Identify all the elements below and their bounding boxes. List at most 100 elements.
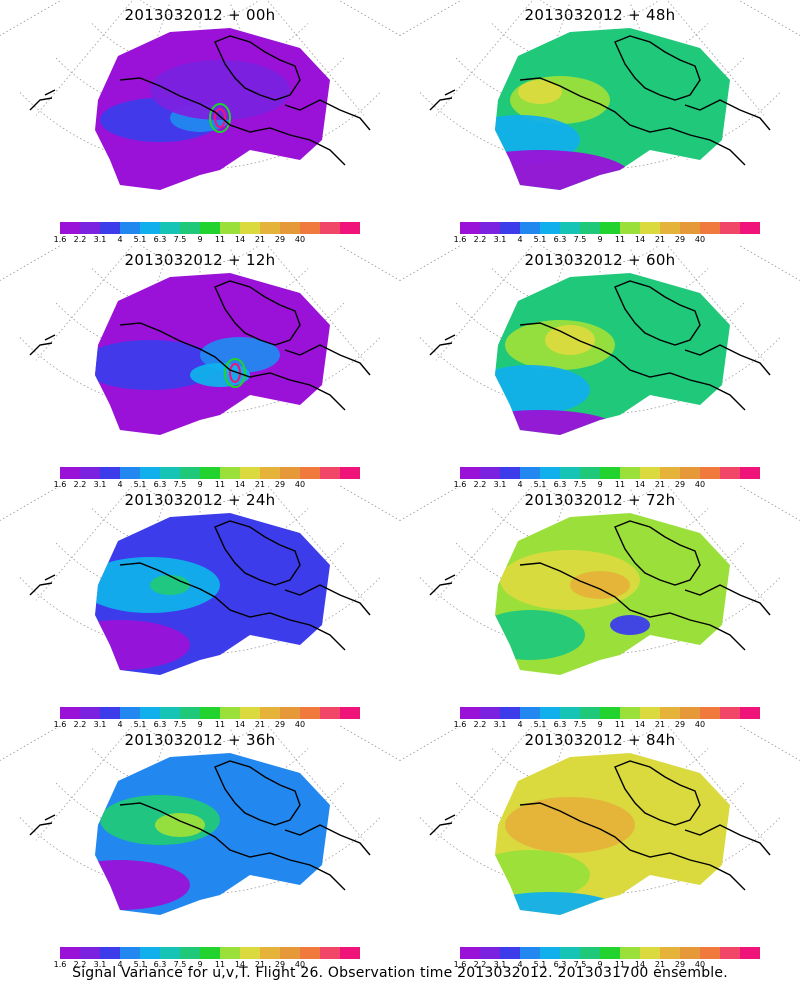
colorbar-swatch (520, 707, 540, 719)
colorbar-swatch (120, 707, 140, 719)
colorbar-tick-label: 11 (214, 235, 226, 244)
colorbar-swatch (220, 707, 240, 719)
colorbar-swatch (740, 707, 760, 719)
colorbar-swatch (240, 947, 260, 959)
forecast-panel: 2013032012 + 84h 1.6 2.2 3.1 4 5.1 6.3 7.5 9 11 14… (400, 725, 800, 969)
colorbar-tick-label: 1.6 (53, 235, 67, 244)
colorbar-swatch (260, 947, 280, 959)
colorbar-swatch (720, 222, 740, 234)
colorbar-tick-label: 21 (654, 960, 666, 969)
colorbar-tick-label: 4 (117, 235, 123, 244)
colorbar-swatch (200, 707, 220, 719)
colorbar-tick-label: 7.5 (173, 720, 187, 729)
colorbar-swatch (700, 222, 720, 234)
colorbar-swatch (320, 707, 340, 719)
colorbar-swatch (580, 707, 600, 719)
forecast-panel: 2013032012 + 24h 1.6 2.2 3.1 4 5.1 6.3 7.5 9 11 14… (0, 485, 400, 729)
colorbar-swatch (640, 947, 660, 959)
colorbar-swatch (620, 467, 640, 479)
colorbar-swatch (180, 707, 200, 719)
colorbar-labels: 1.6 2.2 3.1 4 5.1 6.3 7.5 9 11 14 21 29 40 (54, 235, 360, 245)
colorbar-tick-label: 14 (634, 235, 646, 244)
colorbar-swatch (580, 947, 600, 959)
colorbar-tick-label: 2.2 (473, 480, 487, 489)
colorbar-tick-label: 3.1 (493, 480, 507, 489)
colorbar (460, 222, 760, 234)
forecast-panel: 2013032012 + 72h 1.6 2.2 3.1 4 5.1 6.3 7.5 9 11 14… (400, 485, 800, 729)
colorbar-swatch (140, 947, 160, 959)
colorbar-swatch (620, 222, 640, 234)
colorbar-swatch (340, 222, 360, 234)
forecast-panel: 2013032012 + 48h 1.6 2.2 3.1 4 5.1 6.3 7.5 9 11 14… (400, 0, 800, 244)
colorbar-tick-label: 9 (197, 235, 203, 244)
colorbar-swatch (700, 467, 720, 479)
colorbar-swatch (280, 707, 300, 719)
colorbar-tick-label: 11 (614, 720, 626, 729)
colorbar-tick-label: 14 (234, 480, 246, 489)
colorbar-tick-label: 21 (254, 960, 266, 969)
colorbar-labels: 1.6 2.2 3.1 4 5.1 6.3 7.5 9 11 14 21 29 40 (454, 235, 760, 245)
colorbar-swatch (180, 947, 200, 959)
colorbar-tick-label: 5.1 (533, 960, 547, 969)
colorbar-tick-label: 11 (614, 480, 626, 489)
colorbar-tick-label: 6.3 (553, 720, 567, 729)
colorbar-swatch (160, 707, 180, 719)
colorbar-swatch (700, 707, 720, 719)
colorbar-swatch (160, 222, 180, 234)
colorbar-tick-label: 11 (614, 235, 626, 244)
colorbar-tick-label: 1.6 (453, 480, 467, 489)
colorbar-tick-label: 40 (694, 720, 706, 729)
variance-field (495, 753, 730, 915)
colorbar-swatch (100, 467, 120, 479)
colorbar (60, 222, 360, 234)
colorbar-swatch (620, 947, 640, 959)
coastlines (429, 35, 771, 166)
colorbar-swatch (540, 222, 560, 234)
colorbar-swatch (460, 707, 480, 719)
colorbar-tick-label: 29 (674, 235, 686, 244)
colorbar-swatch (680, 467, 700, 479)
colorbar-tick-label: 29 (274, 235, 286, 244)
colorbar-tick-label: 5.1 (133, 235, 147, 244)
colorbar-tick-label: 9 (597, 480, 603, 489)
colorbar-swatch (340, 467, 360, 479)
colorbar-swatch (320, 467, 340, 479)
colorbar-swatch (600, 222, 620, 234)
colorbar-tick-label: 40 (294, 720, 306, 729)
forecast-panel: 2013032012 + 12h 1.6 2.2 3.1 4 5.1 6.3 7.5 9 11 14… (0, 245, 400, 489)
polar-map (0, 485, 400, 675)
colorbar-tick-label: 3.1 (93, 235, 107, 244)
colorbar-swatch (100, 947, 120, 959)
colorbar-swatch (240, 467, 260, 479)
colorbar-swatch (500, 222, 520, 234)
colorbar-tick-label: 9 (197, 480, 203, 489)
colorbar-swatch (60, 707, 80, 719)
colorbar-tick-label: 29 (674, 960, 686, 969)
colorbar-tick-label: 40 (294, 235, 306, 244)
colorbar-tick-label: 1.6 (453, 960, 467, 969)
forecast-panel: 2013032012 + 00h 1.6 2.2 3.1 4 5.1 6.3 7.5 9 11 14… (0, 0, 400, 244)
colorbar-tick-label: 9 (597, 720, 603, 729)
colorbar-tick-label: 2.2 (473, 720, 487, 729)
colorbar-tick-label: 1.6 (53, 720, 67, 729)
colorbar-tick-label: 14 (634, 480, 646, 489)
colorbar-tick-label: 7.5 (573, 720, 587, 729)
colorbar-tick-label: 29 (274, 960, 286, 969)
colorbar-tick-label: 7.5 (173, 480, 187, 489)
colorbar-swatch (560, 707, 580, 719)
colorbar (60, 707, 360, 719)
colorbar-swatch (480, 467, 500, 479)
colorbar (460, 467, 760, 479)
colorbar-swatch (500, 467, 520, 479)
colorbar-tick-label: 4 (117, 720, 123, 729)
colorbar-swatch (580, 222, 600, 234)
colorbar-swatch (60, 467, 80, 479)
colorbar-swatch (180, 467, 200, 479)
colorbar-swatch (120, 222, 140, 234)
colorbar-swatch (160, 947, 180, 959)
colorbar-swatch (680, 222, 700, 234)
colorbar-tick-label: 6.3 (153, 960, 167, 969)
colorbar-tick-label: 4 (517, 235, 523, 244)
colorbar-tick-label: 40 (294, 480, 306, 489)
colorbar-tick-label: 7.5 (173, 235, 187, 244)
